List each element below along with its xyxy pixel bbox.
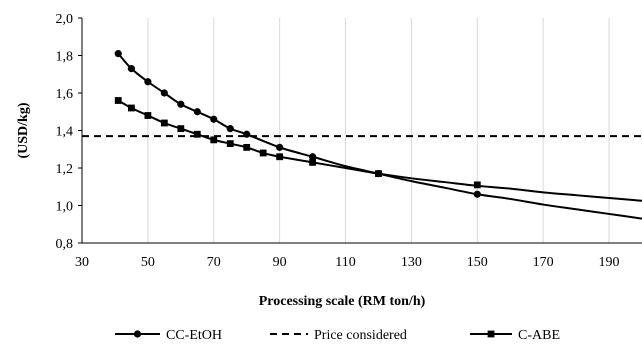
point-cc-etoh bbox=[127, 65, 136, 73]
legend-label: CC-EtOH bbox=[166, 328, 222, 343]
tick-labels: 0,8 1,0 1,2 1,4 1,6 1,8 2,0 30 50 70 90 110 130 150 17… bbox=[56, 12, 620, 270]
x-tick-label: 150 bbox=[467, 255, 488, 270]
point-c-abe bbox=[375, 170, 382, 178]
x-tick-label: 90 bbox=[273, 255, 287, 270]
x-axis-title: Processing scale (RM ton/h) bbox=[259, 294, 426, 309]
x-tick-label: 190 bbox=[599, 255, 620, 270]
point-cc-etoh bbox=[144, 78, 152, 86]
point-c-abe bbox=[243, 143, 251, 151]
point-cc-etoh bbox=[114, 50, 122, 58]
y-tick-label: 1,2 bbox=[56, 162, 74, 177]
point-cc-etoh bbox=[160, 89, 168, 97]
y-tick-label: 1,0 bbox=[56, 200, 74, 215]
point-c-abe bbox=[193, 130, 201, 138]
x-tick-label: 30 bbox=[75, 255, 89, 270]
y-tick-label: 2,0 bbox=[56, 12, 74, 27]
x-tick-label: 70 bbox=[207, 255, 221, 270]
point-c-abe bbox=[144, 112, 152, 119]
point-c-abe bbox=[226, 140, 234, 148]
x-tick-label: 170 bbox=[533, 255, 554, 270]
legend-marker bbox=[487, 330, 495, 338]
gridlines bbox=[147, 18, 610, 243]
point-c-abe bbox=[473, 181, 481, 189]
x-tick-label: 110 bbox=[335, 255, 355, 270]
point-cc-etoh bbox=[473, 190, 481, 198]
point-cc-etoh bbox=[193, 108, 201, 116]
y-axis-title: (USD/kg) bbox=[16, 102, 31, 158]
series-markers bbox=[114, 50, 481, 198]
point-c-abe bbox=[309, 158, 316, 166]
legend: CC-EtOH Price considered C-ABE bbox=[115, 328, 560, 343]
x-tick-label: 50 bbox=[141, 255, 155, 270]
point-cc-etoh bbox=[308, 153, 317, 161]
point-c-abe bbox=[177, 125, 185, 133]
y-tick-label: 1,8 bbox=[56, 50, 74, 65]
point-cc-etoh bbox=[177, 100, 185, 108]
point-cc-etoh bbox=[276, 143, 284, 151]
axes bbox=[81, 18, 642, 244]
y-tick-label: 0,8 bbox=[56, 237, 74, 252]
point-c-abe bbox=[210, 136, 218, 144]
legend-item-price-considered: Price considered bbox=[270, 328, 407, 343]
series-line-c-abe bbox=[117, 99, 642, 202]
legend-item-cc-etoh: CC-EtOH bbox=[115, 328, 222, 343]
point-c-abe bbox=[259, 149, 267, 157]
point-cc-etoh bbox=[210, 115, 218, 123]
series-lines bbox=[82, 52, 642, 220]
legend-item-c-abe: C-ABE bbox=[470, 328, 560, 343]
point-c-abe bbox=[128, 104, 135, 112]
y-tick-label: 1,6 bbox=[56, 87, 74, 102]
y-tick-label: 1,4 bbox=[56, 125, 74, 140]
point-c-abe bbox=[160, 119, 168, 127]
point-c-abe bbox=[114, 97, 122, 104]
legend-label: Price considered bbox=[314, 328, 407, 343]
point-cc-etoh bbox=[243, 130, 251, 138]
point-c-abe bbox=[276, 153, 284, 161]
point-cc-etoh bbox=[226, 125, 234, 133]
legend-marker bbox=[133, 330, 142, 338]
legend-label: C-ABE bbox=[518, 328, 560, 343]
x-tick-label: 130 bbox=[401, 255, 422, 270]
